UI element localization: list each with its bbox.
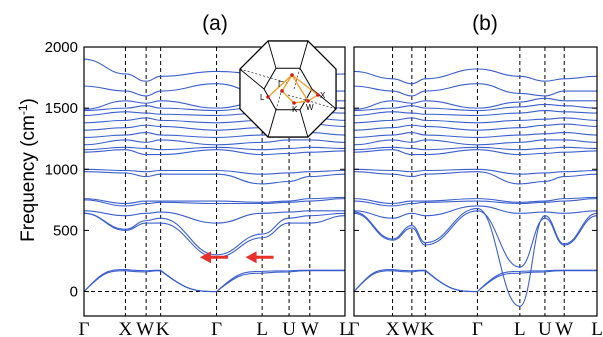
brillouin-zone-inset: Γ L K WX	[239, 40, 337, 138]
y-tick-label: 1500	[45, 100, 78, 117]
band-line-16	[354, 110, 597, 117]
y-tick-label: 0	[70, 284, 78, 301]
band-line-18	[354, 97, 597, 110]
x-tick-label-W: W	[402, 319, 420, 337]
band-line-15	[354, 117, 597, 124]
band-line-4	[354, 207, 597, 307]
band-line-2	[84, 268, 345, 293]
bz-point-label-W: W	[306, 103, 314, 112]
x-tick-label-U: U	[282, 319, 296, 337]
x-tick-label-L: L	[514, 319, 526, 337]
band-line-14	[354, 123, 597, 131]
x-tick-label-Γ: Γ	[472, 319, 483, 337]
red-arrow-2	[245, 251, 274, 264]
band-line-11	[84, 146, 345, 151]
panel-b-title: (b)	[472, 12, 498, 35]
x-tick-label-Γ: Γ	[79, 319, 90, 337]
band-line-19	[354, 83, 597, 97]
bz-point-label-X: X	[320, 91, 326, 100]
band-line-10	[354, 149, 597, 156]
band-line-3	[84, 212, 345, 258]
band-line-7	[354, 196, 597, 205]
band-line-5	[84, 210, 345, 224]
band-line-8	[84, 171, 345, 185]
x-tick-label-K: K	[156, 319, 170, 337]
x-tick-label-K: K	[420, 319, 434, 337]
panel-a-title: (a)	[202, 12, 228, 35]
x-tick-label-X: X	[386, 319, 400, 337]
x-tick-label-W: W	[301, 319, 319, 337]
x-tick-label-W: W	[136, 319, 154, 337]
band-line-2	[354, 268, 597, 293]
svg-text:Frequency (cm-1): Frequency (cm-1)	[16, 98, 39, 242]
band-line-12	[354, 139, 597, 146]
x-tick-label-L: L	[339, 319, 351, 337]
band-line-13	[354, 132, 597, 139]
y-tick-label: 2000	[45, 39, 78, 56]
y-tick-label: 1000	[45, 161, 78, 178]
band-line-3	[354, 210, 597, 268]
red-arrow-1	[200, 251, 228, 264]
band-line-6	[354, 198, 597, 207]
bz-point-label-K: K	[292, 105, 298, 114]
band-line-20	[354, 68, 597, 85]
band-line-6	[84, 198, 345, 207]
band-line-9	[354, 168, 597, 175]
axes-frame	[83, 46, 346, 317]
x-tick-label-W: W	[555, 319, 573, 337]
y-tick-label: 500	[53, 222, 78, 239]
band-line-8	[354, 171, 597, 185]
band-line-12	[84, 139, 345, 146]
band-line-4	[84, 212, 345, 256]
y-axis-label-close: )	[18, 98, 39, 104]
bz-point-label-L: L	[260, 93, 265, 102]
band-line-11	[354, 146, 597, 151]
band-line-9	[84, 168, 345, 175]
axes-frame	[353, 46, 598, 317]
x-tick-label-U: U	[538, 319, 552, 337]
y-axis-label-main: Frequency (cm	[18, 115, 39, 242]
band-line-10	[84, 149, 345, 156]
band-line-1	[354, 270, 597, 293]
y-axis-label-unit-exponent: -1	[16, 104, 30, 115]
band-line-1	[84, 270, 345, 293]
band-line-5	[354, 205, 597, 219]
band-line-17	[354, 103, 597, 112]
band-line-7	[84, 196, 345, 205]
x-tick-label-Γ: Γ	[349, 319, 360, 337]
y-axis-label: Frequency (cm-1)	[16, 98, 39, 242]
x-tick-label-Γ: Γ	[211, 319, 222, 337]
x-tick-label-X: X	[119, 319, 133, 337]
bz-point-label-Γ: Γ	[278, 80, 283, 89]
x-tick-label-L: L	[256, 319, 268, 337]
x-tick-label-L: L	[591, 319, 603, 337]
